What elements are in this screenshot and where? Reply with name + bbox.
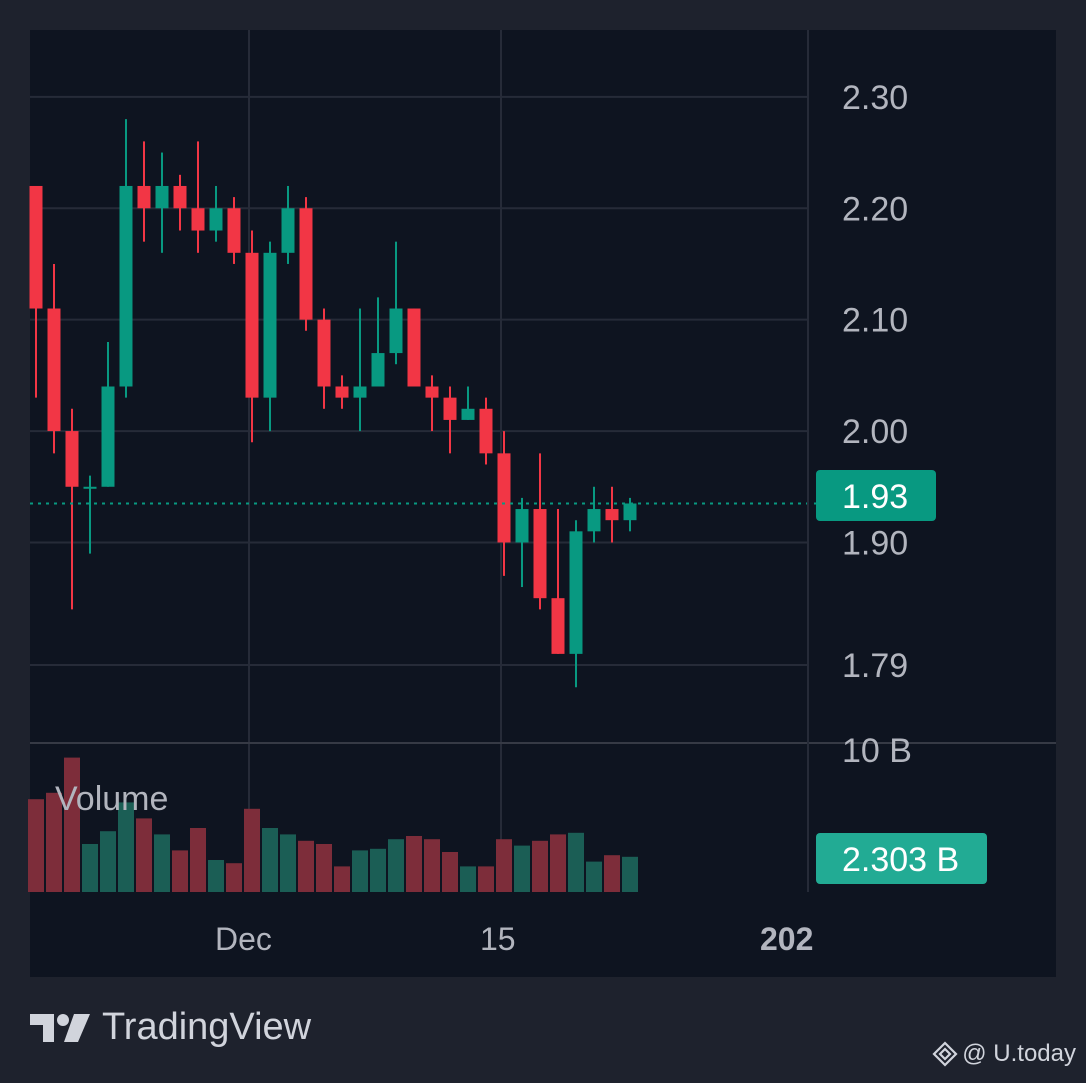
candle-body (623, 503, 637, 521)
volume-bar (82, 844, 98, 892)
volume-bar (136, 818, 152, 892)
candle-body (137, 185, 151, 209)
volume-label: Volume (55, 780, 168, 818)
volume-bar (550, 834, 566, 892)
candle-body (443, 397, 457, 420)
candle-body (29, 185, 43, 309)
price-tick-2: 2.10 (842, 302, 908, 340)
volume-bar (586, 861, 602, 892)
candle-body (209, 208, 223, 231)
candle-body (497, 453, 511, 543)
watermark-text: @ U.today (962, 1040, 1076, 1067)
price-tick-0: 2.30 (842, 79, 908, 117)
candle-body (515, 509, 529, 543)
volume-bar (28, 799, 44, 892)
volume-bar (226, 863, 242, 892)
time-tick-year: 202 (760, 921, 813, 957)
price-tick-1: 2.20 (842, 190, 908, 228)
volume-bar (316, 844, 332, 892)
candle-body (119, 185, 133, 387)
volume-bar (604, 855, 620, 892)
price-axis: 2.30 2.20 2.10 2.00 1.90 1.79 (842, 79, 908, 685)
candle-body (425, 386, 439, 398)
candle-body (389, 308, 403, 354)
candle-body (407, 308, 421, 387)
candle-body (533, 509, 547, 599)
volume-bar (568, 832, 584, 892)
candle-body (47, 308, 61, 432)
candle-body (191, 208, 205, 231)
volume-bar (622, 856, 638, 892)
candle-body (101, 386, 115, 487)
candle-body (317, 319, 331, 387)
volume-bar (532, 840, 548, 892)
price-tick-5: 1.79 (842, 647, 908, 685)
last-volume-text: 2.303 B (842, 841, 959, 879)
last-volume-tag: 2.303 B (816, 833, 987, 884)
volume-bar (514, 845, 530, 892)
price-tick-3: 2.00 (842, 413, 908, 451)
volume-bar (424, 839, 440, 892)
volume-bar (478, 866, 494, 892)
axis-mask (816, 920, 1056, 965)
watermark: @ U.today (932, 1040, 1076, 1068)
volume-bar (154, 834, 170, 892)
logo-text: TradingView (102, 1006, 312, 1048)
volume-axis-tick: 10 B (842, 732, 912, 770)
volume-bar (334, 866, 350, 892)
candle-body (371, 353, 385, 387)
volume-bar (208, 860, 224, 892)
candle-body (605, 509, 619, 521)
candle-body (173, 185, 187, 209)
volume-bar (298, 840, 314, 892)
volume-bar (172, 850, 188, 892)
last-price-tag: 1.93 (816, 470, 936, 521)
volume-bar (100, 831, 116, 892)
candle-body (263, 252, 277, 398)
volume-bar (442, 852, 458, 892)
volume-bar (190, 828, 206, 892)
volume-bar (388, 839, 404, 892)
binance-icon (932, 1041, 958, 1067)
candle-body (551, 598, 565, 654)
volume-bar (46, 792, 62, 892)
volume-bars (28, 757, 638, 892)
volume-bar (370, 848, 386, 892)
tradingview-logo-icon (30, 1013, 90, 1042)
candles (29, 119, 637, 688)
candle-body (227, 208, 241, 253)
price-tick-4: 1.90 (842, 524, 908, 562)
candle-body (83, 486, 97, 489)
volume-bar (352, 850, 368, 892)
candle-body (335, 386, 349, 398)
candle-body (299, 208, 313, 320)
candle-body (155, 185, 169, 209)
candle-body (461, 408, 475, 420)
candle-body (281, 208, 295, 253)
volume-bar (406, 836, 422, 892)
last-price-text: 1.93 (842, 478, 908, 516)
volume-bar (64, 757, 80, 892)
time-tick-15: 15 (480, 921, 516, 957)
tradingview-logo[interactable]: TradingView (30, 1006, 311, 1049)
volume-bar (496, 839, 512, 892)
candle-body (569, 531, 583, 654)
time-tick-dec: Dec (215, 921, 272, 957)
candle-body (353, 386, 367, 398)
volume-bar (262, 828, 278, 892)
candle-body (479, 408, 493, 454)
candle-body (587, 509, 601, 532)
candle-body (245, 252, 259, 398)
volume-bar (460, 866, 476, 892)
candle-body (65, 431, 79, 487)
volume-bar (244, 808, 260, 892)
volume-bar (118, 802, 134, 892)
volume-bar (280, 834, 296, 892)
